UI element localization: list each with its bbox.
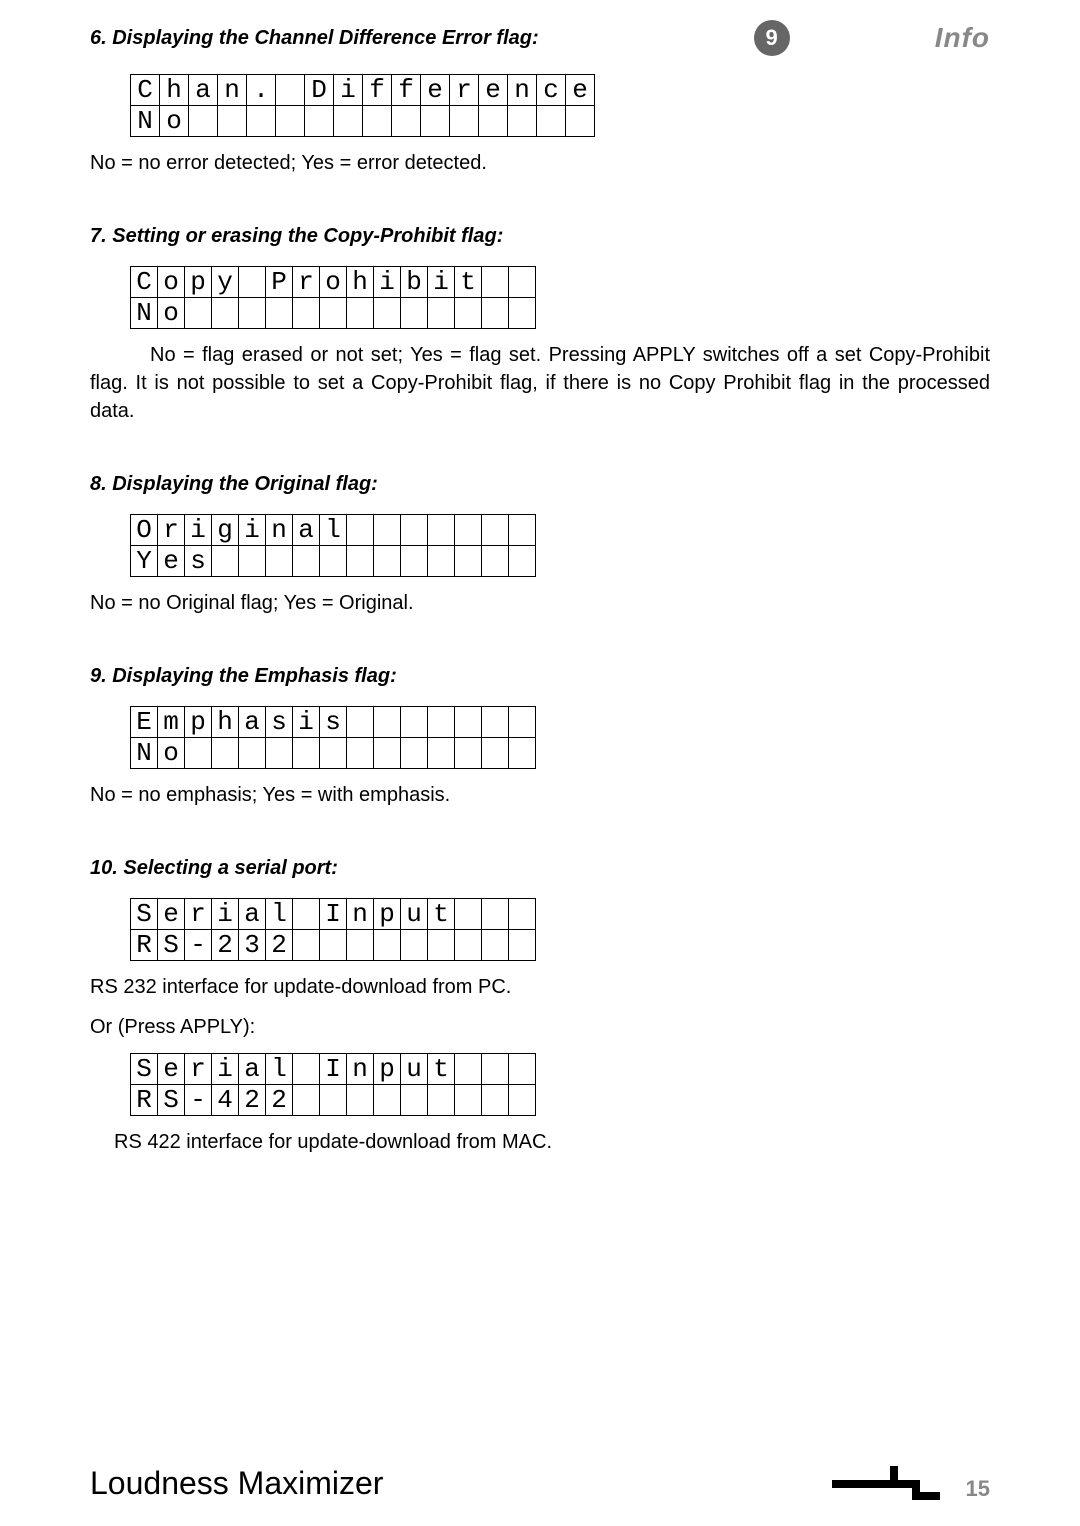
spl-logo-icon <box>832 1462 942 1502</box>
text-8: No = no Original flag; Yes = Original. <box>90 589 990 617</box>
text-6: No = no error detected; Yes = error dete… <box>90 149 990 177</box>
section-7: 7. Setting or erasing the Copy-Prohibit … <box>90 225 990 425</box>
text-10c: RS 422 interface for update-download fro… <box>114 1128 990 1156</box>
lcd-6: Chan . Di ffer ence No <box>90 74 990 137</box>
section-8: 8. Displaying the Original flag: Orig in… <box>90 473 990 617</box>
page-footer: Loudness Maximizer 15 <box>90 1462 990 1502</box>
page-badge: 9 <box>754 20 790 56</box>
page-header: 6. Displaying the Channel Difference Err… <box>90 20 990 56</box>
lcd-10a: Seri al I nput RS-2 32 <box>130 898 536 961</box>
lcd-8: Orig inal Yes <box>130 514 536 577</box>
section9-title: 9. Displaying the Emphasis flag: <box>90 665 990 688</box>
footer-title: Loudness Maximizer <box>90 1465 383 1502</box>
section7-title: 7. Setting or erasing the Copy-Prohibit … <box>90 225 990 248</box>
text-10b: Or (Press APPLY): <box>90 1013 990 1041</box>
text-10a: RS 232 interface for update-download fro… <box>90 973 990 1001</box>
text-7: No = flag erased or not set; Yes = flag … <box>90 341 990 425</box>
section-10: 10. Selecting a serial port: Seri al I n… <box>90 857 990 1156</box>
page-number: 15 <box>966 1476 990 1502</box>
section6-title: 6. Displaying the Channel Difference Err… <box>90 27 539 50</box>
lcd-7: Copy Pro hibi t No <box>130 266 536 329</box>
lcd-10b: Seri al I nput RS-4 22 <box>130 1053 536 1116</box>
info-label: Info <box>935 22 990 54</box>
section-9: 9. Displaying the Emphasis flag: Emph as… <box>90 665 990 809</box>
section10-title: 10. Selecting a serial port: <box>90 857 990 880</box>
lcd-9: Emph asis No <box>130 706 536 769</box>
text-9: No = no emphasis; Yes = with emphasis. <box>90 781 990 809</box>
section8-title: 8. Displaying the Original flag: <box>90 473 990 496</box>
